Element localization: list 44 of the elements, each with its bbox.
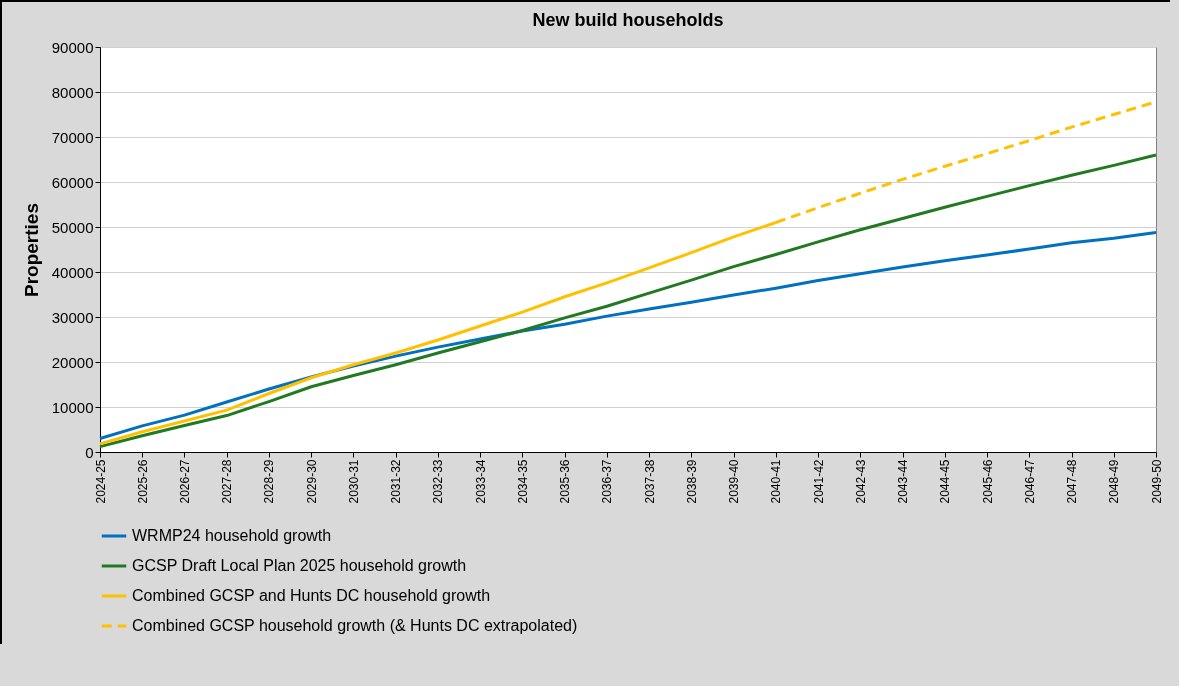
x-tick-label: 2028-29 — [262, 459, 277, 504]
x-tick-label: 2045-46 — [980, 459, 995, 504]
legend-label: GCSP Draft Local Plan 2025 household growth — [132, 557, 467, 574]
legend-label: Combined GCSP household growth (& Hunts DC extrapolated) — [132, 617, 578, 634]
x-tick-label: 2042-43 — [853, 459, 868, 504]
y-tick-label: 90000 — [51, 38, 94, 56]
x-tick-label: 2032-33 — [431, 459, 446, 504]
x-tick-label: 2037-38 — [642, 459, 657, 504]
y-tick-label: 60000 — [51, 173, 94, 191]
x-tick-label: 2040-41 — [769, 459, 784, 504]
x-tick-label: 2026-27 — [177, 459, 192, 504]
x-tick-label: 2034-35 — [515, 459, 530, 504]
x-tick-label: 2033-34 — [473, 459, 488, 504]
x-tick-label: 2044-45 — [938, 459, 953, 504]
x-tick-label: 2048-49 — [1107, 459, 1122, 504]
y-tick-label: 10000 — [51, 398, 94, 416]
x-tick-label: 2039-40 — [727, 459, 742, 504]
y-tick-label: 80000 — [51, 83, 94, 101]
y-tick-label: 20000 — [51, 353, 94, 371]
x-tick-label: 2024-25 — [93, 459, 108, 504]
x-tick-label: 2047-48 — [1065, 459, 1080, 504]
x-tick-label: 2036-37 — [600, 459, 615, 504]
y-tick-label: 40000 — [51, 263, 94, 281]
x-tick-label: 2030-31 — [346, 459, 361, 504]
line-series — [98, 153, 1158, 449]
x-tick-label: 2043-44 — [896, 459, 911, 504]
x-tick-label: 2031-32 — [389, 459, 404, 504]
y-tick-label: 0 — [85, 443, 94, 461]
x-tick-label: 2038-39 — [684, 459, 699, 504]
x-tick-label: 2025-26 — [135, 459, 150, 504]
y-tick-label: 70000 — [51, 128, 94, 146]
y-tick-label: 50000 — [51, 218, 94, 236]
line-series — [98, 230, 1158, 440]
y-axis-title: Properties — [20, 203, 42, 297]
x-tick-label: 2049-50 — [1149, 459, 1164, 504]
x-tick-label: 2029-30 — [304, 459, 319, 504]
x-tick-label: 2046-47 — [1022, 459, 1037, 504]
x-tick-label: 2041-42 — [811, 459, 826, 504]
legend-label: Combined GCSP and Hunts DC household growth — [132, 587, 491, 604]
legend-label: WRMP24 household growth — [132, 527, 332, 544]
x-tick-label: 2027-28 — [220, 459, 235, 504]
x-tick-label: 2035-36 — [558, 459, 573, 504]
chart-title: New build households — [532, 10, 724, 30]
y-tick-label: 30000 — [51, 308, 94, 326]
